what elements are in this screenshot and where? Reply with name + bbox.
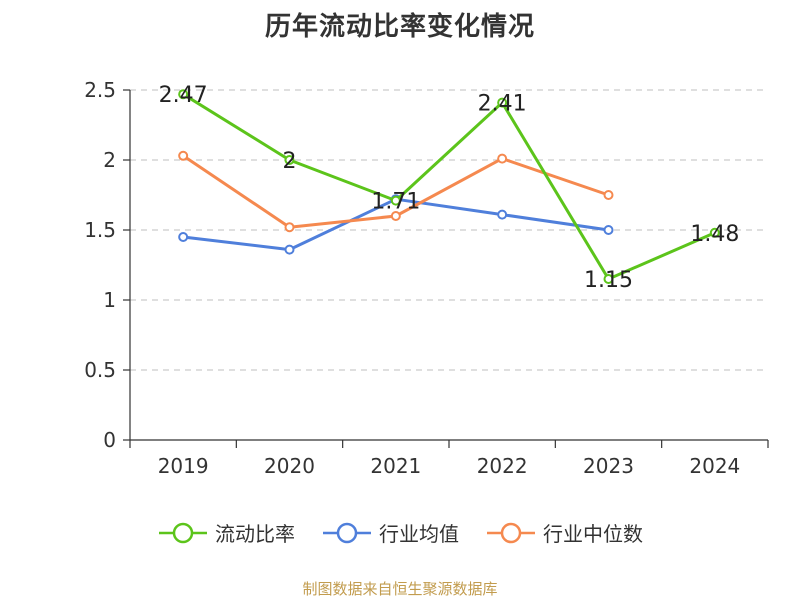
data-point	[178, 89, 189, 100]
x-tick-label: 2023	[583, 454, 634, 478]
data-label: 1.71	[371, 190, 420, 215]
legend-swatch-icon	[323, 522, 371, 543]
legend: 流动比率 行业均值 行业中位数	[0, 518, 800, 547]
data-label-layer: 2.47 2 1.71 2.41 1.15 1.48	[159, 83, 740, 293]
data-point	[497, 153, 508, 164]
y-tick-label: 2.5	[84, 78, 116, 102]
data-point	[390, 195, 401, 206]
data-label: 1.48	[690, 222, 739, 247]
data-point	[603, 274, 614, 284]
y-tick-label: 0	[103, 428, 116, 452]
data-point	[603, 190, 614, 200]
legend-label: 行业均值	[379, 522, 459, 546]
data-point	[284, 155, 295, 165]
data-point	[497, 97, 508, 108]
series-layer	[178, 89, 720, 284]
chart-title: 历年流动比率变化情况	[264, 12, 535, 42]
data-label: 2.47	[159, 83, 208, 108]
data-point	[284, 244, 295, 255]
y-tick-label: 1	[103, 288, 116, 312]
x-tick-label: 2024	[689, 454, 740, 478]
legend-item[interactable]: 流动比率	[157, 518, 295, 547]
grid-layer	[130, 89, 768, 371]
x-tick-label: 2019	[158, 454, 209, 478]
legend-swatch-icon	[487, 522, 535, 543]
legend-swatch-icon	[159, 522, 207, 543]
data-point	[178, 150, 189, 161]
series-line	[181, 92, 717, 281]
data-label: 2	[283, 149, 297, 174]
data-point	[709, 227, 720, 238]
y-tick-label: 0.5	[84, 358, 116, 382]
legend-label: 行业中位数	[543, 522, 643, 546]
legend-label: 流动比率	[215, 522, 295, 546]
data-label: 1.15	[584, 268, 633, 293]
y-tick-label: 1.5	[84, 218, 116, 242]
x-tick-label: 2022	[477, 454, 528, 478]
x-tick-label: 2020	[264, 454, 315, 478]
data-point	[603, 225, 614, 235]
data-point	[284, 222, 295, 233]
data-point	[390, 211, 401, 221]
y-tick-label: 2	[103, 148, 116, 172]
legend-item[interactable]: 行业均值	[321, 518, 459, 547]
legend-item[interactable]: 行业中位数	[485, 518, 643, 547]
x-tick-label: 2021	[370, 454, 421, 478]
data-point	[497, 209, 508, 220]
axis-layer: 0 0.5 1 1.5 2 2.5 2019 2020 2021 2022 2023 2024	[84, 78, 769, 478]
data-point	[178, 232, 189, 242]
source-note: 制图数据来自恒生聚源数据库	[302, 580, 498, 598]
data-label: 2.41	[478, 92, 527, 117]
